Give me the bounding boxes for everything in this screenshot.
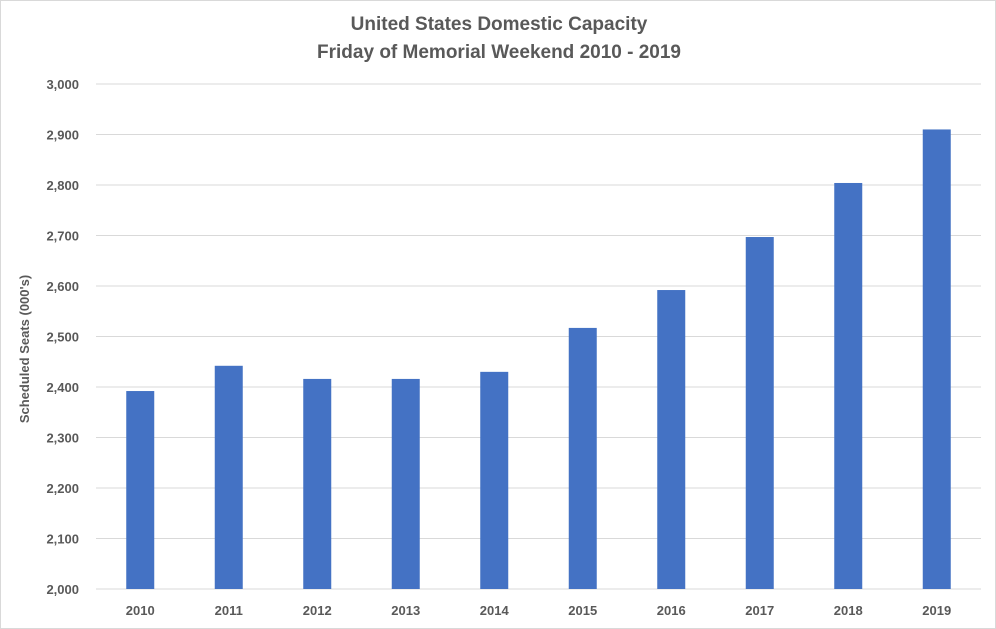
- x-tick-label-2019: 2019: [922, 603, 951, 618]
- x-tick-label-2010: 2010: [126, 603, 155, 618]
- chart-title-group: United States Domestic Capacity Friday o…: [317, 14, 681, 63]
- bar-2015: [568, 327, 597, 589]
- x-tick-label-2017: 2017: [745, 603, 774, 618]
- bar-2010: [126, 391, 155, 589]
- bar-series: [126, 129, 951, 590]
- bar-2018: [834, 182, 863, 590]
- y-tick-label-2700: 2,700: [46, 229, 79, 244]
- y-axis-title: Scheduled Seats (000's): [17, 275, 32, 423]
- x-tick-label-2016: 2016: [657, 603, 686, 618]
- bar-2017: [745, 237, 774, 589]
- y-tick-label-2900: 2,900: [46, 128, 79, 143]
- y-tick-label-3000: 3,000: [46, 77, 79, 92]
- y-tick-label-2600: 2,600: [46, 279, 79, 294]
- bar-2011: [214, 365, 243, 589]
- chart-subtitle: Friday of Memorial Weekend 2010 - 2019: [317, 42, 681, 63]
- x-tick-label-2015: 2015: [568, 603, 597, 618]
- bar-2016: [657, 290, 686, 589]
- bar-2013: [391, 378, 420, 589]
- bar-2019: [922, 129, 951, 589]
- x-axis-tick-labels: 2010 2011 2012 2013 2014 2015 2016 2017 2018 2019: [126, 603, 951, 618]
- y-tick-label-2300: 2,300: [46, 431, 79, 446]
- chart-title: United States Domestic Capacity: [351, 14, 648, 35]
- bar-2012: [303, 378, 332, 589]
- y-axis-tick-labels: 2,000 2,100 2,200 2,300 2,400 2,500 2,600 2,700…: [46, 77, 79, 597]
- gridlines: [96, 83, 981, 590]
- x-tick-label-2011: 2011: [215, 603, 243, 618]
- y-tick-label-2100: 2,100: [46, 532, 79, 547]
- y-tick-label-2000: 2,000: [46, 582, 79, 597]
- bar-2014: [480, 371, 509, 589]
- x-tick-label-2013: 2013: [391, 603, 420, 618]
- y-tick-label-2500: 2,500: [46, 330, 79, 345]
- y-tick-label-2200: 2,200: [46, 481, 79, 496]
- x-tick-label-2014: 2014: [480, 603, 510, 618]
- x-tick-label-2018: 2018: [834, 603, 863, 618]
- y-tick-label-2400: 2,400: [46, 380, 79, 395]
- x-tick-label-2012: 2012: [303, 603, 332, 618]
- y-tick-label-2800: 2,800: [46, 178, 79, 193]
